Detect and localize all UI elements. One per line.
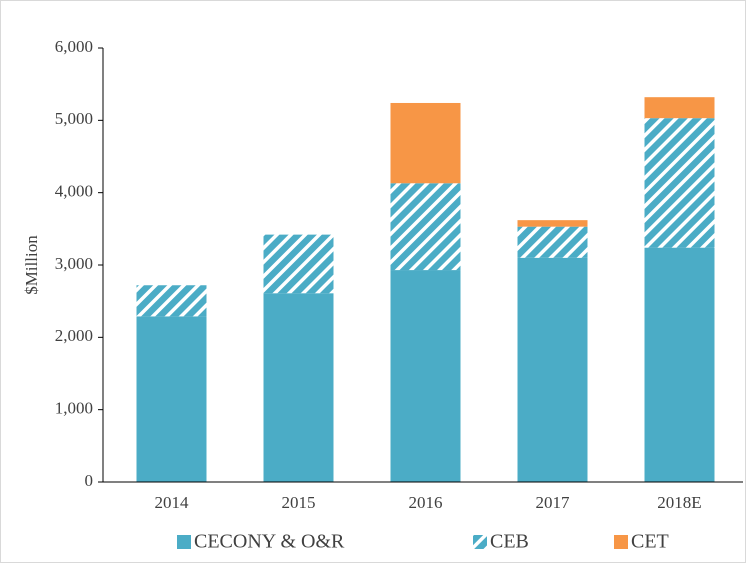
legend-swatch [473, 535, 487, 549]
x-tick-label: 2014 [155, 493, 190, 512]
legend-label: CEB [490, 531, 529, 553]
bar-segment [263, 234, 334, 294]
legend-label: CET [631, 531, 669, 553]
legend-swatch [177, 535, 191, 549]
bar-segment [644, 118, 715, 248]
y-tick-label: 0 [85, 471, 94, 490]
y-tick-label: 6,000 [55, 37, 93, 56]
bar-segment [644, 97, 715, 119]
legend-label: CECONY & O&R [194, 531, 345, 553]
bar-segment [263, 293, 334, 482]
bar-segment [390, 183, 461, 271]
bar-segment [517, 226, 588, 258]
bar-segment [517, 257, 588, 482]
bar-segment [644, 247, 715, 482]
y-tick-label: 2,000 [55, 326, 93, 345]
y-tick-label: 3,000 [55, 254, 93, 273]
legend-swatch [614, 535, 628, 549]
x-tick-label: 2017 [536, 493, 571, 512]
y-axis-label: $Million [22, 235, 41, 295]
y-tick-label: 5,000 [55, 109, 93, 128]
bar-segment [136, 285, 207, 317]
bar-segment [390, 102, 461, 184]
x-tick-label: 2018E [657, 493, 701, 512]
bar-segment [136, 316, 207, 482]
x-tick-label: 2016 [409, 493, 443, 512]
bar-segment [390, 270, 461, 482]
bar-segment [517, 220, 588, 227]
x-tick-label: 2015 [282, 493, 316, 512]
y-tick-label: 4,000 [55, 182, 93, 201]
y-tick-label: 1,000 [55, 399, 93, 418]
